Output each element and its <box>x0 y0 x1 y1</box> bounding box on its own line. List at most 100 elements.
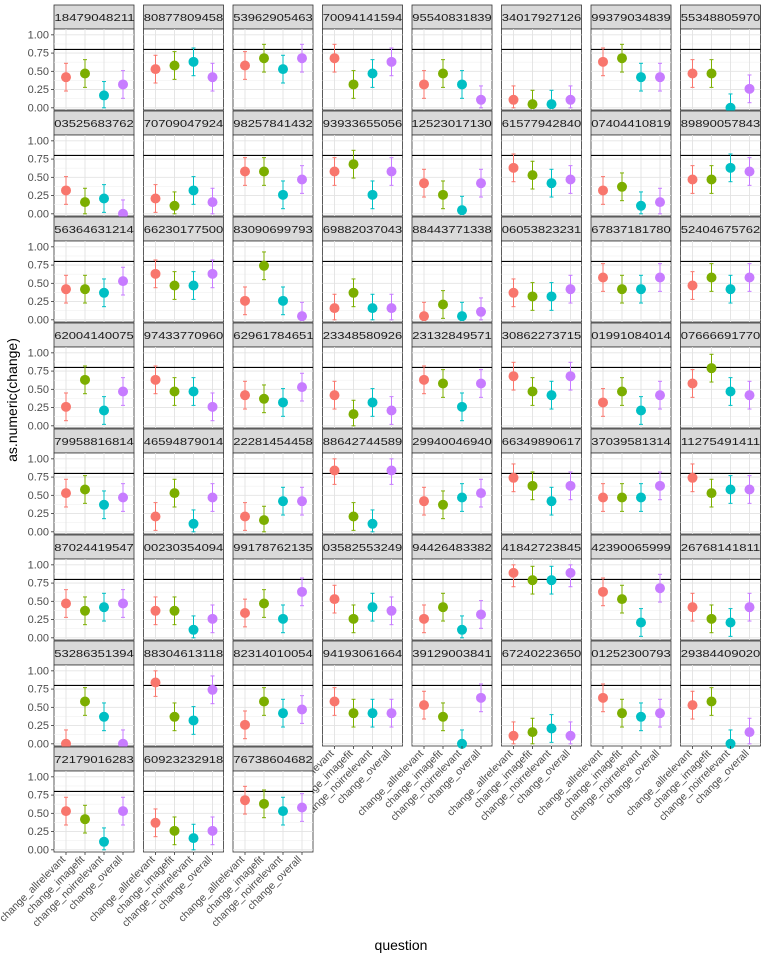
facet-label: 7553488059706 <box>674 12 768 24</box>
panel-background <box>53 28 135 111</box>
data-point <box>329 390 340 401</box>
y-tick-label: 0.25 <box>28 720 49 732</box>
data-point <box>527 291 538 302</box>
facet-panel: 0019910840148 <box>584 322 678 429</box>
facet-label: 0019910840148 <box>584 330 678 342</box>
facet-strip <box>143 110 224 136</box>
data-point <box>329 696 340 707</box>
data-point <box>240 511 250 522</box>
data-point <box>546 723 557 734</box>
y-tick-label: 0.25 <box>28 84 49 96</box>
data-point <box>687 700 698 711</box>
panel-background <box>143 558 224 641</box>
data-point <box>508 567 519 578</box>
data-point <box>419 374 429 385</box>
y-tick-label: 0.50 <box>28 596 49 608</box>
data-point <box>744 83 755 94</box>
facet-panel: 4465948790144 <box>137 428 231 535</box>
facet-label: 4465948790144 <box>137 436 231 448</box>
facet-strip <box>590 110 672 136</box>
data-point <box>150 268 161 279</box>
data-point <box>419 178 429 189</box>
facet-panel: 9231328495719 <box>411 322 493 429</box>
facet-strip <box>680 640 761 666</box>
facet-panel: 6074044108198 <box>590 110 672 217</box>
y-tick-label: 0.50 <box>28 384 49 396</box>
panel-background <box>53 134 135 217</box>
data-point <box>419 613 429 624</box>
data-point <box>565 174 576 185</box>
data-point <box>476 378 486 389</box>
data-point <box>278 613 288 624</box>
y-tick-label: 0.00 <box>28 314 49 326</box>
data-point <box>419 496 429 507</box>
facet-panel: 3808778094588 <box>143 4 224 111</box>
data-point <box>169 386 180 397</box>
data-point <box>348 708 359 719</box>
data-point <box>386 465 397 476</box>
facet-panel: 0939336550562 <box>322 110 403 217</box>
panel-background <box>590 664 672 747</box>
y-tick-label: 0.00 <box>28 420 49 432</box>
data-point <box>655 708 665 719</box>
data-point <box>297 53 307 64</box>
facet-label: 5698820370437 <box>316 224 410 236</box>
facet-label: 2823140100541 <box>226 648 320 660</box>
data-point <box>188 386 199 397</box>
data-point <box>329 465 340 476</box>
data-point <box>61 401 71 412</box>
y-tick-label: 0.25 <box>28 190 49 202</box>
facet-label: 9308622737151 <box>495 330 589 342</box>
data-point <box>367 189 378 200</box>
data-point <box>207 268 218 279</box>
y-tick-label: 0.25 <box>28 508 49 520</box>
facet-label: 9299400469402 <box>405 436 499 448</box>
data-point <box>99 499 109 510</box>
facet-label: 2418427238458 <box>495 542 589 554</box>
data-point <box>565 94 576 105</box>
data-point <box>438 299 448 310</box>
panel-background <box>143 346 224 429</box>
facet-panel: 6886427445891 <box>322 428 403 535</box>
data-point <box>188 715 199 726</box>
data-point <box>725 386 736 397</box>
data-point <box>744 602 755 613</box>
facet-panel: 9982578414324 <box>232 110 314 217</box>
data-point <box>386 166 397 177</box>
facet-strip <box>501 4 582 30</box>
data-point <box>438 68 448 79</box>
data-point <box>476 94 486 105</box>
data-point <box>725 617 736 628</box>
data-point <box>744 390 755 401</box>
data-point <box>457 311 467 322</box>
y-tick-label: 0.00 <box>28 844 49 856</box>
data-point <box>508 162 519 173</box>
data-point <box>80 484 90 495</box>
data-point <box>386 303 397 314</box>
data-point <box>367 68 378 79</box>
data-point <box>99 287 109 298</box>
data-point <box>99 711 109 722</box>
data-point <box>636 405 646 416</box>
data-point <box>259 393 269 404</box>
facet-panel: 0662301775003 <box>143 216 224 323</box>
data-point <box>617 594 627 605</box>
y-tick-label: 0.00 <box>28 526 49 538</box>
facet-panel: 9299400469402 <box>405 428 499 535</box>
data-point <box>99 602 109 613</box>
data-point <box>99 90 109 101</box>
facet-label: 2830906997938 <box>226 224 320 236</box>
facet-panel: 9308622737151 <box>495 322 589 429</box>
data-point <box>297 802 307 813</box>
facet-panel: 9883046131182 <box>143 640 224 747</box>
facet-panel: 2418427238458 <box>495 534 589 641</box>
facet-panel: 8267681418117 <box>680 534 761 641</box>
facet-label: 3563646312144 <box>47 224 141 236</box>
data-point <box>565 284 576 295</box>
data-point <box>367 397 378 408</box>
facet-strip <box>53 428 135 454</box>
data-point <box>80 374 90 385</box>
y-tick-label: 0.00 <box>28 102 49 114</box>
data-point <box>207 197 218 208</box>
facet-panel: 6993790348397 <box>590 4 672 111</box>
